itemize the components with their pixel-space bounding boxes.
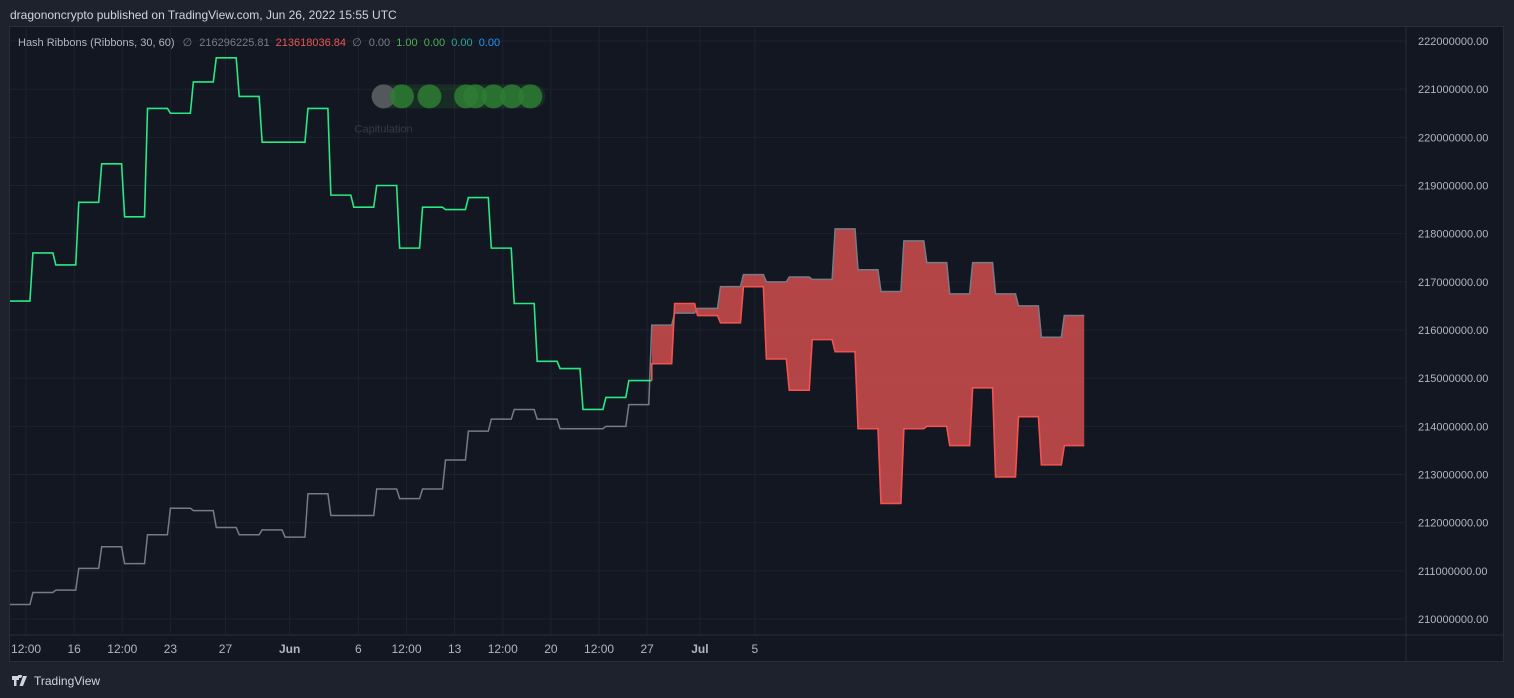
y-tick-label: 218000000.00 (1418, 229, 1488, 241)
signal-dot[interactable] (371, 84, 396, 109)
series-line-slow (10, 228, 1085, 606)
x-tick-label: 12:00 (11, 642, 41, 656)
chart-panel[interactable] (9, 26, 1504, 662)
legend-value-fast: 213618036.84 (275, 37, 347, 49)
x-tick-label: 16 (67, 642, 81, 656)
y-tick-label: 217000000.00 (1418, 277, 1488, 289)
indicator-title[interactable]: Hash Ribbons (Ribbons, 30, 60) (18, 37, 175, 49)
visibility-icon[interactable]: ∅ (182, 37, 193, 49)
y-tick-label: 216000000.00 (1418, 325, 1488, 337)
x-tick-label: 12:00 (488, 642, 518, 656)
y-tick-label: 222000000.00 (1418, 36, 1488, 48)
y-tick-label: 214000000.00 (1418, 421, 1488, 433)
y-tick-label: 220000000.00 (1418, 132, 1488, 144)
signal-dot[interactable] (417, 84, 442, 109)
legend-value-1: 0.00 (368, 37, 391, 49)
y-tick-label: 211000000.00 (1418, 566, 1488, 578)
legend-value-4: 0.00 (451, 37, 473, 49)
x-tick-label: Jul (691, 642, 708, 656)
footer-branding: TradingView (12, 674, 100, 688)
legend-value-slow: 216296225.81 (199, 37, 270, 49)
signal-dot[interactable] (499, 84, 524, 109)
x-tick-label: 5 (752, 642, 759, 656)
publisher-header: dragononcrypto published on TradingView.… (10, 8, 397, 22)
x-tick-label: Jun (279, 642, 300, 656)
x-tick-label: 12:00 (584, 642, 614, 656)
y-tick-label: 210000000.00 (1418, 614, 1488, 626)
x-tick-label: 27 (219, 642, 233, 656)
signal-dot[interactable] (389, 84, 414, 109)
x-tick-label: 12:00 (107, 642, 137, 656)
x-tick-label: 6 (355, 642, 362, 656)
y-tick-label: 221000000.00 (1418, 84, 1488, 96)
signal-dot[interactable] (518, 84, 543, 109)
x-tick-label: 27 (640, 642, 654, 656)
footer-brand-text[interactable]: TradingView (34, 674, 101, 688)
legend-value-5: 0.00 (478, 37, 501, 49)
y-tick-label: 215000000.00 (1418, 373, 1488, 385)
signal-dot[interactable] (463, 84, 488, 109)
series-line-fast-below (650, 285, 1085, 505)
y-tick-label: 212000000.00 (1418, 518, 1488, 530)
x-tick-label: 20 (544, 642, 558, 656)
x-tick-label: 12:00 (392, 642, 422, 656)
legend-value-2: 1.00 (396, 37, 418, 49)
ribbon-fill (651, 228, 1085, 504)
signal-label: Capitulation (355, 123, 413, 135)
y-tick-label: 213000000.00 (1418, 470, 1488, 482)
signal-dot[interactable] (481, 84, 506, 109)
y-tick-label: 219000000.00 (1418, 181, 1488, 193)
series-line-fast-above (10, 57, 652, 411)
indicator-legend: Hash Ribbons (Ribbons, 30, 60) ∅ 2162962… (18, 36, 503, 49)
x-tick-label: 13 (448, 642, 462, 656)
legend-value-3: 0.00 (423, 37, 446, 49)
x-tick-label: 23 (164, 642, 178, 656)
tradingview-logo-icon (12, 675, 27, 686)
visibility-icon-2[interactable]: ∅ (352, 37, 362, 49)
